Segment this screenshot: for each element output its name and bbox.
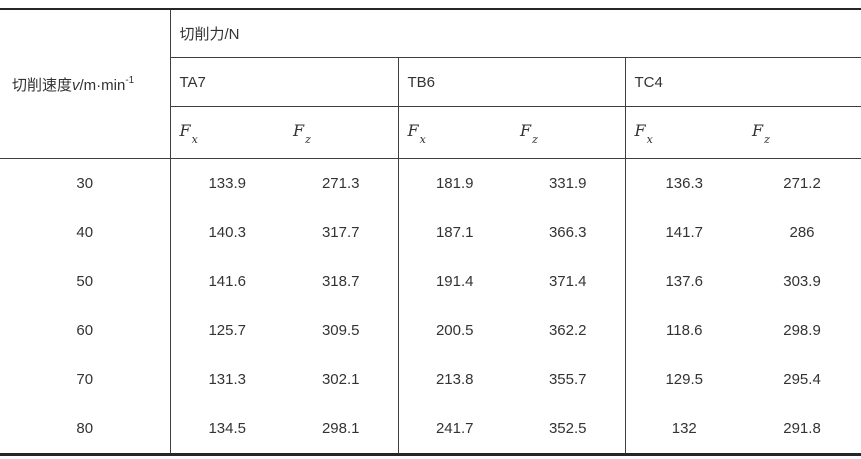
- ta7-fx-cell: 134.5: [169, 404, 284, 455]
- tb6-fz-cell: 331.9: [548, 175, 587, 192]
- tc4-fx-cell: 118.6: [624, 306, 743, 355]
- tc4-fx-cell: 137.6: [624, 257, 743, 306]
- tc4-fz-cell: 295.4: [783, 371, 821, 388]
- ta7-fz-cell: 317.7: [321, 224, 360, 241]
- speed-cell: 80: [76, 420, 94, 437]
- tc4-fz-cell: 271.2: [783, 175, 821, 192]
- header-row-force: 切削速度v/m·min-1 切削力/N: [0, 9, 861, 159]
- speed-cell: 50: [76, 273, 94, 290]
- material-header-tc4: TC4: [624, 57, 861, 107]
- force-header: 切削力/N: [169, 9, 861, 58]
- fz-symbol: Fz: [293, 121, 311, 146]
- ta7-fx-cell: 140.3: [169, 208, 284, 257]
- cutting-force-table: 切削速度v/m·min-1 切削力/N TA7 TB6 TC4 Fx Fz Fx…: [0, 8, 861, 456]
- tb6-fx-cell: 191.4: [397, 257, 511, 306]
- speed-variable: v: [72, 76, 80, 94]
- ta7-fx-cell: 125.7: [169, 306, 284, 355]
- tc4-fz-cell: 303.9: [783, 273, 821, 290]
- tc4-fx-cell: 141.7: [624, 208, 743, 257]
- speed-unit: /m·min: [79, 76, 126, 94]
- ta7-fx-cell: 133.9: [169, 158, 284, 208]
- speed-header-text: 切削速度: [12, 76, 73, 94]
- material-header-tb6: TB6: [397, 57, 625, 107]
- tc4-fx-header: Fx: [624, 106, 743, 159]
- tc4-fz-header: Fz: [743, 106, 861, 159]
- table-row: 70 131.3 302.1 213.8 355.7 129.5 295.4: [0, 355, 861, 404]
- ta7-fx-header: Fx: [169, 106, 284, 159]
- fx-symbol: Fx: [179, 121, 198, 146]
- ta7-fz-cell: 309.5: [321, 322, 360, 339]
- tb6-fx-cell: 213.8: [397, 355, 511, 404]
- table-row: 40 140.3 317.7 187.1 366.3 141.7 286: [0, 208, 861, 257]
- tb6-fz-cell: 371.4: [548, 273, 587, 290]
- fx-symbol: Fx: [407, 121, 426, 146]
- tb6-fz-cell: 366.3: [548, 224, 587, 241]
- tb6-fx-cell: 241.7: [397, 404, 511, 455]
- ta7-fx-cell: 131.3: [169, 355, 284, 404]
- tb6-fz-cell: 355.7: [548, 371, 587, 388]
- speed-exponent: -1: [125, 74, 135, 86]
- tb6-fx-cell: 200.5: [397, 306, 511, 355]
- speed-cell: 70: [76, 371, 94, 388]
- tc4-fz-cell: 286: [789, 224, 815, 241]
- table-row: 50 141.6 318.7 191.4 371.4 137.6 303.9: [0, 257, 861, 306]
- ta7-fx-cell: 141.6: [169, 257, 284, 306]
- tc4-fz-cell: 298.9: [783, 322, 821, 339]
- tb6-fx-cell: 181.9: [397, 158, 511, 208]
- speed-cell: 60: [76, 322, 94, 339]
- ta7-fz-cell: 318.7: [321, 273, 360, 290]
- tc4-fx-cell: 136.3: [624, 158, 743, 208]
- ta7-fz-cell: 271.3: [321, 175, 360, 192]
- tb6-fz-header: Fz: [511, 106, 625, 159]
- header-row-components: Fx Fz Fx Fz Fx Fz: [0, 106, 861, 159]
- table-row: 60 125.7 309.5 200.5 362.2 118.6 298.9: [0, 306, 861, 355]
- ta7-fz-header: Fz: [284, 106, 398, 159]
- fz-symbol: Fz: [752, 121, 770, 146]
- material-header-ta7: TA7: [169, 57, 398, 107]
- tc4-fx-cell: 129.5: [624, 355, 743, 404]
- fz-symbol: Fz: [520, 121, 538, 146]
- table-row: 30 133.9 271.3 181.9 331.9 136.3 271.2: [0, 158, 861, 208]
- tc4-fz-cell: 291.8: [783, 420, 821, 437]
- tb6-fz-cell: 362.2: [548, 322, 587, 339]
- tb6-fx-cell: 187.1: [397, 208, 511, 257]
- table-row: 80 134.5 298.1 241.7 352.5 132 291.8: [0, 404, 861, 455]
- header-row-materials: TA7 TB6 TC4: [0, 57, 861, 107]
- tc4-fx-cell: 132: [624, 404, 743, 455]
- tb6-fx-header: Fx: [397, 106, 511, 159]
- ta7-fz-cell: 298.1: [321, 420, 360, 437]
- fx-symbol: Fx: [634, 121, 653, 146]
- ta7-fz-cell: 302.1: [321, 371, 360, 388]
- speed-cell: 30: [76, 175, 94, 192]
- tb6-fz-cell: 352.5: [548, 420, 587, 437]
- speed-column-header: 切削速度v/m·min-1: [0, 9, 170, 159]
- speed-cell: 40: [76, 224, 94, 241]
